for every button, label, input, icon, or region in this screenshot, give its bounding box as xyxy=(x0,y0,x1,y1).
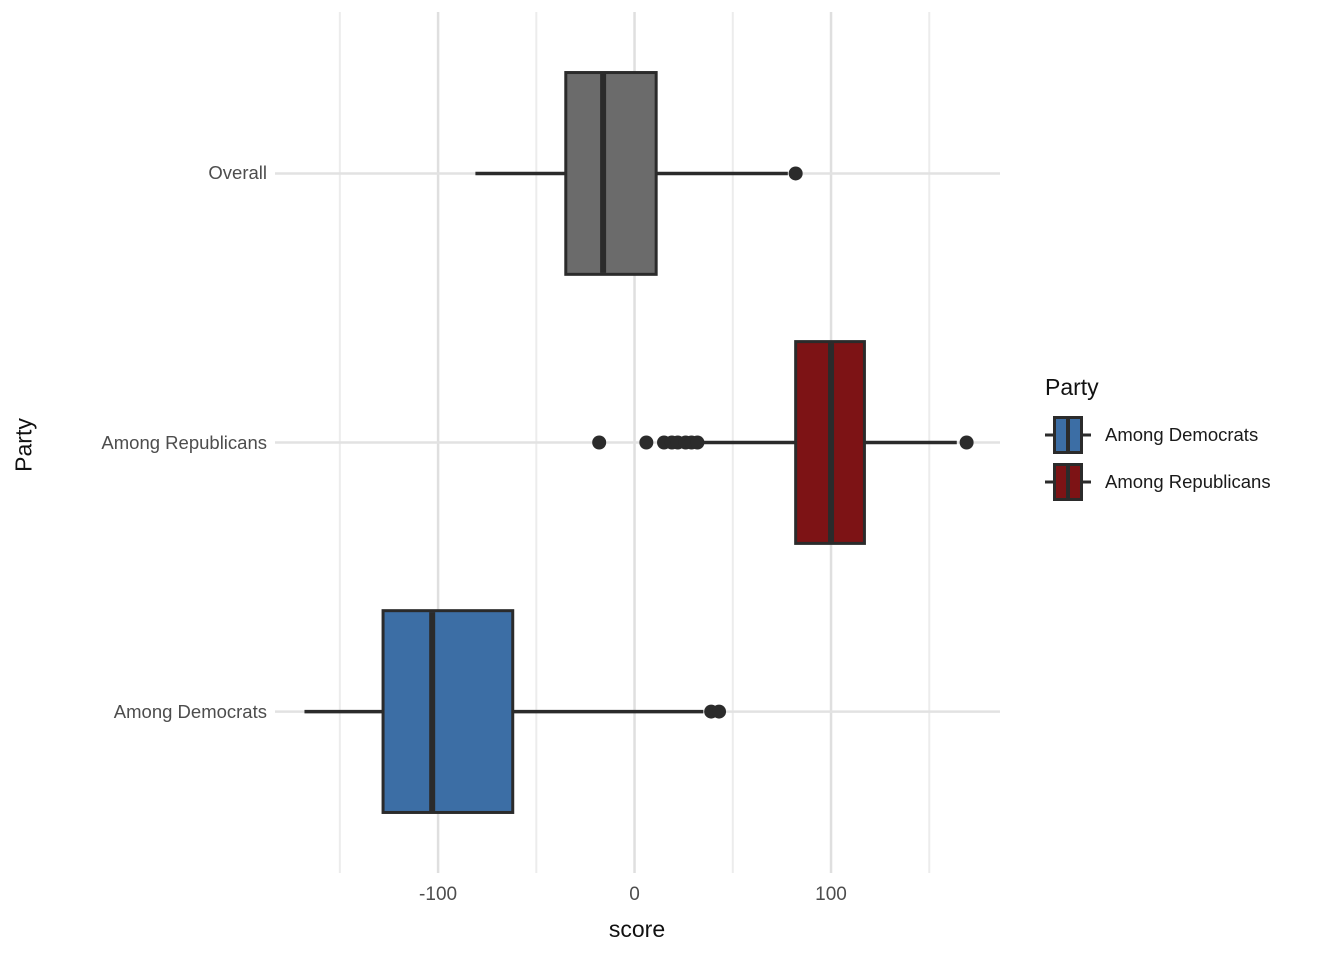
x-axis-tick-label-0: 0 xyxy=(629,884,640,905)
legend-label-among-republicans: Among Republicans xyxy=(1105,470,1271,492)
y-axis-title: Party xyxy=(10,418,37,472)
outlier-dot-overall xyxy=(788,166,803,181)
legend-entry-among-democrats: Among Democrats xyxy=(1043,411,1271,458)
boxplot-key-icon xyxy=(1045,415,1091,454)
legend: Party Among Democrats Among Republicans xyxy=(1043,374,1271,505)
boxplot-key-icon xyxy=(1045,462,1091,501)
outlier-dot-among-republicans xyxy=(959,435,974,450)
x-axis-tick-label-neg100: -100 xyxy=(419,884,458,905)
box-among-democrats xyxy=(381,609,515,814)
outlier-dot-among-democrats xyxy=(712,704,727,719)
y-axis-label-among-republicans: Among Republicans xyxy=(101,431,267,453)
legend-entry-among-republicans: Among Republicans xyxy=(1043,458,1271,505)
box-overall xyxy=(564,71,658,276)
outlier-dot-among-republicans xyxy=(639,435,654,450)
outlier-dot-among-republicans xyxy=(690,435,705,450)
x-axis-title: score xyxy=(608,916,666,942)
legend-label-among-democrats: Among Democrats xyxy=(1105,423,1259,445)
y-axis-label-overall: Overall xyxy=(208,162,267,184)
x-axis-tick-label-100: 100 xyxy=(815,884,847,905)
legend-title: Party xyxy=(1045,374,1099,400)
outlier-dot-among-republicans xyxy=(592,435,607,450)
y-axis-label-among-democrats: Among Democrats xyxy=(113,700,267,722)
